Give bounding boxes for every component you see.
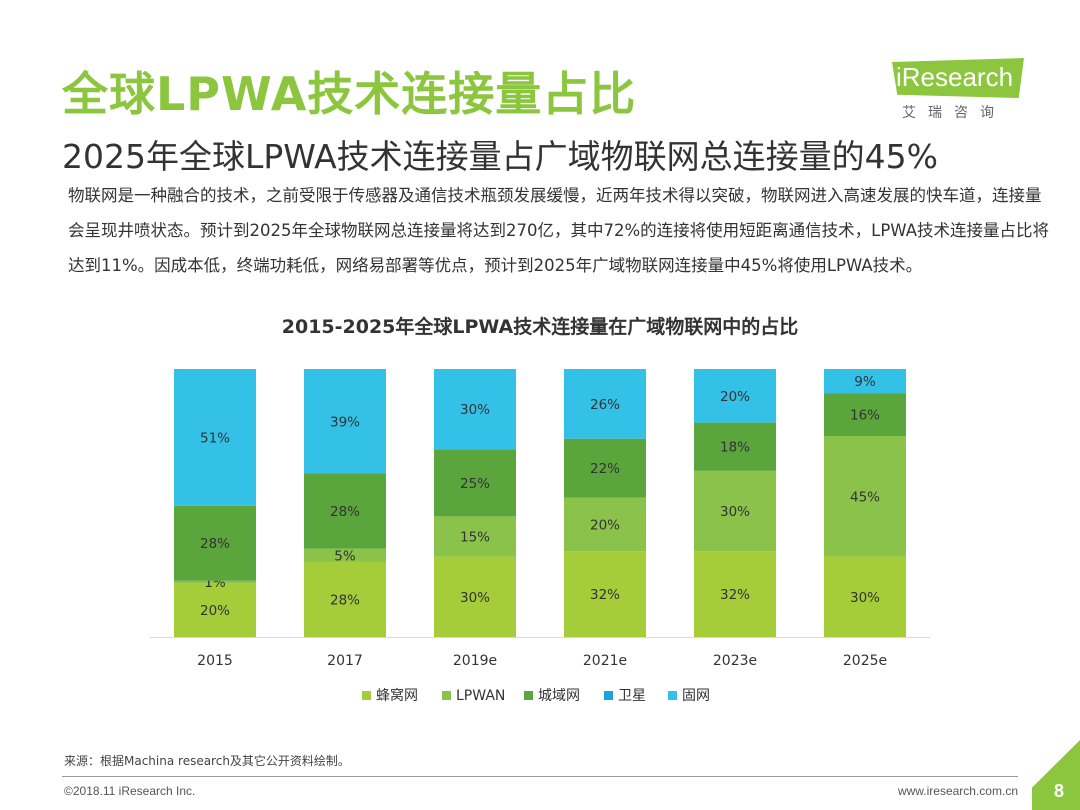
copyright: ©2018.11 iResearch Inc. [64,784,196,798]
legend-label: 卫星 [618,688,646,704]
legend-swatch [362,691,371,700]
data-label: 9% [854,374,876,390]
legend-label: 固网 [682,688,710,704]
bar-segment [694,470,776,552]
x-tick-label: 2019e [453,653,497,669]
bar-segment [824,436,906,557]
description-paragraph: 物联网是一种融合的技术，之前受限于传感器及通信技术瓶颈发展缓慢，近两年技术得以突… [68,186,1050,275]
data-label: 30% [720,504,750,520]
bar-segment [174,583,256,637]
bar-segment [694,422,776,471]
chart-title: 2015-2025年全球LPWA技术连接量在广域物联网中的占比 [281,316,799,338]
bar-segment [564,438,646,498]
bar-segment [304,369,386,474]
data-label: 32% [590,587,620,603]
bar-segment [434,369,516,450]
page-subtitle: 2025年全球LPWA技术连接量占广域物联网总连接量的45% [62,137,939,176]
website: www.iresearch.com.cn [897,784,1018,798]
data-label: 45% [850,489,880,505]
bar-segment [824,369,906,394]
bar-segment [824,556,906,637]
page-number: 8 [1053,781,1064,801]
x-tick-label: 2021e [583,653,627,669]
x-tick-label: 2025e [843,653,887,669]
legend-swatch [668,691,677,700]
data-label: 25% [460,476,490,492]
logo-badge [892,58,1024,98]
x-tick-label: 2017 [327,653,363,669]
legend-swatch [604,691,613,700]
x-tick-label: 2015 [197,653,233,669]
bar-segment [174,369,256,506]
data-label: 30% [850,590,880,606]
data-label: 30% [460,402,490,418]
bar-segment [694,369,776,423]
source-note: 来源：根据Machina research及其它公开资料绘制。 [64,754,350,768]
footer-divider [62,776,1018,777]
bar-segment [434,516,516,557]
bar-segment [564,369,646,439]
bar-segment [564,551,646,637]
bar-segment [304,548,386,562]
x-tick-label: 2023e [713,653,757,669]
data-label: 32% [720,587,750,603]
bar-segment [304,561,386,637]
data-label: 28% [200,536,230,552]
logo-text: iResearch [896,62,1014,92]
bar-segment [564,497,646,552]
legend-swatch [524,691,533,700]
legend-label: 城域网 [538,688,580,704]
iresearch-logo: iResearch 艾瑞咨询 [878,58,1028,128]
data-label: 22% [590,461,620,477]
logo-subtext: 艾瑞咨询 [902,105,1006,121]
stacked-bar-chart: 20%1%28%51%201528%5%28%39%201730%15%25%3… [150,369,930,704]
data-label: 20% [720,389,750,405]
data-label: 28% [330,592,360,608]
bar-segment [434,449,516,517]
data-label: 51% [200,430,230,446]
data-label: 16% [850,408,880,424]
data-label: 30% [460,590,490,606]
bar-segment [434,556,516,637]
data-label: 15% [460,530,490,546]
data-label: 5% [334,548,356,564]
data-label: 26% [590,397,620,413]
bar-segment [304,473,386,549]
bar-segment [694,551,776,637]
data-label: 39% [330,414,360,430]
data-label: 20% [200,603,230,619]
bar-segment [174,580,256,584]
bar-segment [824,393,906,436]
legend-swatch [442,691,451,700]
data-label: 28% [330,504,360,520]
data-label: 18% [720,440,750,456]
bar-segment [174,505,256,581]
legend-label: LPWAN [456,688,505,704]
data-label: 20% [590,517,620,533]
legend-label: 蜂窝网 [376,687,418,704]
page-title: 全球LPWA技术连接量占比 [62,67,637,121]
